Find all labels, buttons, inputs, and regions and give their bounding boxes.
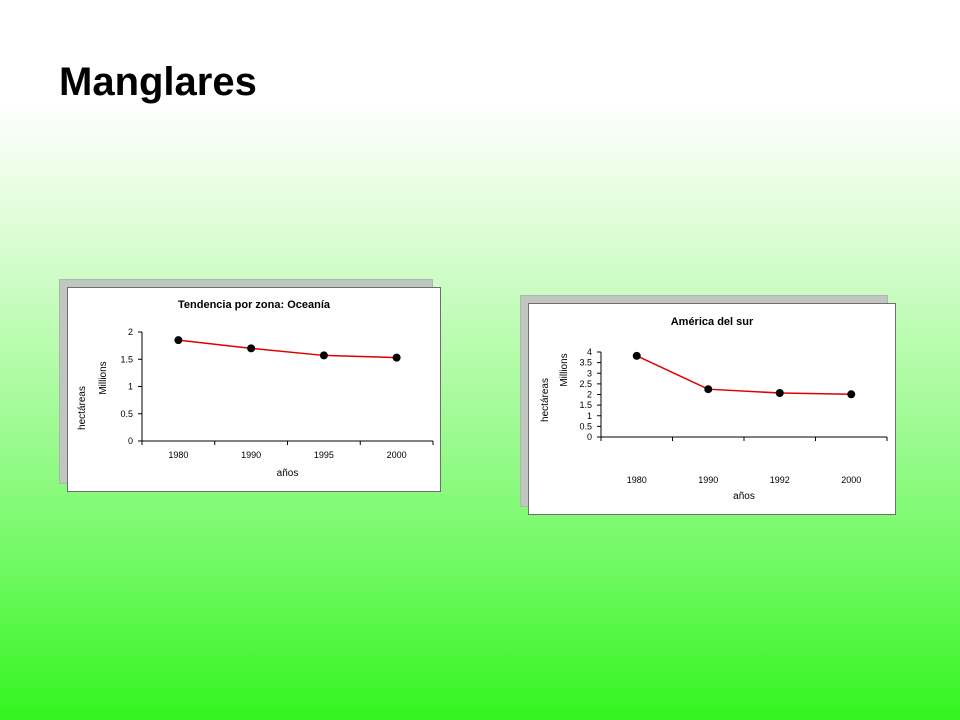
chart-oceania-y-tick-label: 1: [128, 382, 133, 392]
slide-title: Manglares: [59, 60, 257, 104]
chart-america-sur-y-tick-label: 1: [587, 411, 592, 421]
chart-oceania-data-point: [392, 353, 401, 362]
chart-oceania-y-tick-label: 0.5: [120, 409, 133, 419]
chart-oceania-title: Tendencia por zona: Oceanía: [178, 299, 331, 311]
chart-america-sur-y-tick-label: 3: [587, 368, 592, 378]
chart-oceania-y-axis-label: hectáreas: [77, 386, 88, 430]
chart-america-sur: América del sur 0 0.5 1 1.5 2 2.5 3 3.5 4 1980 1990…: [528, 303, 896, 515]
chart-america-sur-data-point: [775, 389, 784, 398]
chart-america-sur-y-tick-label: 1.5: [579, 400, 592, 410]
chart-oceania-y-tick-label: 2: [128, 327, 133, 337]
chart-oceania: Tendencia por zona: Oceanía 0 0.5 1 1.5 2 1980…: [67, 287, 441, 492]
chart-america-sur-y-unit-label: Millions: [559, 353, 570, 386]
chart-america-sur-y-tick-label: 3.5: [579, 358, 592, 368]
chart-america-sur-y-tick-label: 2.5: [579, 379, 592, 389]
chart-oceania-y-tick-label: 1.5: [120, 354, 133, 364]
chart-america-sur-x-tick-label: 1990: [698, 475, 718, 485]
chart-oceania-y-unit-label: Millions: [98, 361, 109, 394]
chart-america-sur-data-point: [847, 390, 856, 399]
chart-oceania-data-point: [319, 351, 328, 360]
chart-oceania-plot: Tendencia por zona: Oceanía 0 0.5 1 1.5 2 1980…: [77, 299, 434, 479]
chart-america-sur-y-tick-label: 0.5: [579, 421, 592, 431]
chart-oceania-x-tick-label: 1995: [314, 450, 334, 460]
chart-oceania-x-axis-label: años: [277, 468, 299, 479]
chart-america-sur-y-axis-label: hectáreas: [540, 378, 551, 422]
chart-america-sur-y-tick-label: 4: [587, 347, 592, 357]
chart-oceania-series-line: [178, 339, 397, 359]
chart-america-sur-data-point: [632, 351, 641, 360]
chart-america-sur-title: América del sur: [671, 316, 754, 328]
chart-america-sur-x-tick-label: 1992: [770, 475, 790, 485]
chart-america-sur-x-tick-label: 2000: [841, 475, 861, 485]
chart-america-sur-data-point: [704, 385, 713, 394]
chart-america-sur-y-tick-label: 0: [587, 432, 592, 442]
chart-oceania-y-tick-label: 0: [128, 436, 133, 446]
chart-america-sur-x-tick-label: 1980: [627, 475, 647, 485]
chart-america-sur-plot: América del sur 00.511.522.533.54 1980 1990…: [540, 316, 888, 502]
chart-oceania-data-point: [174, 336, 183, 345]
chart-america-sur-y-tick-label: 2: [587, 390, 592, 400]
chart-oceania-data-point: [247, 344, 256, 353]
chart-oceania-x-tick-label: 2000: [387, 450, 407, 460]
chart-america-sur-x-axis-label: años: [733, 491, 755, 502]
chart-oceania-x-tick-label: 1990: [241, 450, 261, 460]
chart-america-sur-series-line: [636, 355, 852, 396]
chart-oceania-x-tick-label: 1980: [168, 450, 188, 460]
